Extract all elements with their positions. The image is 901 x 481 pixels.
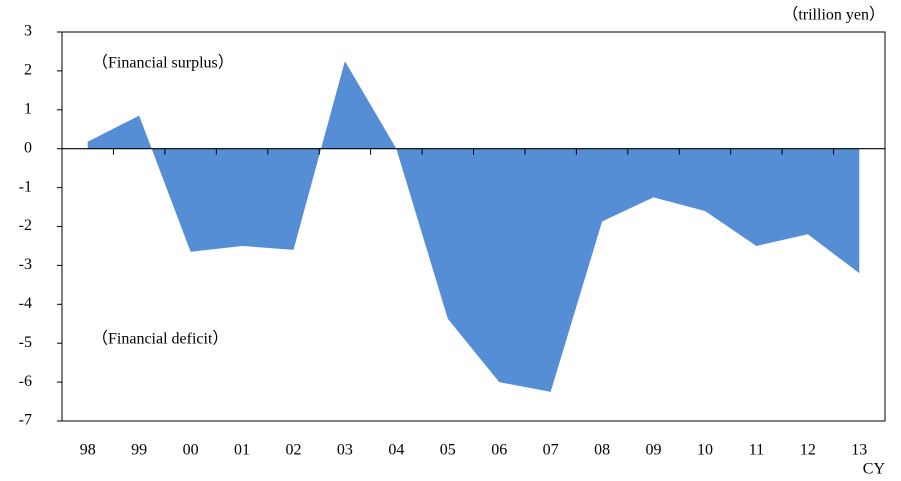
x-tick-label: 00 xyxy=(183,442,199,459)
x-tick-label: 12 xyxy=(800,442,816,459)
x-tick-label: 05 xyxy=(440,442,456,459)
plot-frame xyxy=(61,31,886,422)
y-tick-label: -2 xyxy=(19,217,32,234)
y-tick-label: 1 xyxy=(24,100,32,117)
x-tick-label: 06 xyxy=(491,442,507,459)
x-tick-label: 07 xyxy=(543,442,559,459)
y-tick-label: 3 xyxy=(24,23,32,40)
unit-label: （trillion yen） xyxy=(782,6,885,24)
x-tick-label: 04 xyxy=(388,442,404,459)
y-tick-label: 0 xyxy=(24,139,32,156)
x-tick-label: 09 xyxy=(646,442,662,459)
y-tick-label: -3 xyxy=(19,256,32,273)
area xyxy=(87,61,860,392)
annotation: （Financial deficit） xyxy=(92,330,228,348)
x-axis-label: CY xyxy=(863,461,886,478)
x-tick-label: 10 xyxy=(697,442,713,459)
annotation: （Financial surplus） xyxy=(92,54,234,72)
x-tick-label: 08 xyxy=(594,442,610,459)
x-tick-label: 02 xyxy=(285,442,301,459)
y-tick-label: -5 xyxy=(19,334,32,351)
y-tick-label: -4 xyxy=(19,295,32,312)
x-tick-label: 13 xyxy=(851,442,867,459)
y-tick-label: -6 xyxy=(19,373,32,390)
x-tick-label: 11 xyxy=(749,442,764,459)
x-tick-label: 98 xyxy=(80,442,96,459)
y-tick-label: -1 xyxy=(19,178,32,195)
x-tick-label: 01 xyxy=(234,442,250,459)
y-tick-label: -7 xyxy=(19,412,32,429)
x-tick-label: 03 xyxy=(337,442,353,459)
y-tick-label: 2 xyxy=(24,62,32,79)
x-tick-label: 99 xyxy=(131,442,147,459)
